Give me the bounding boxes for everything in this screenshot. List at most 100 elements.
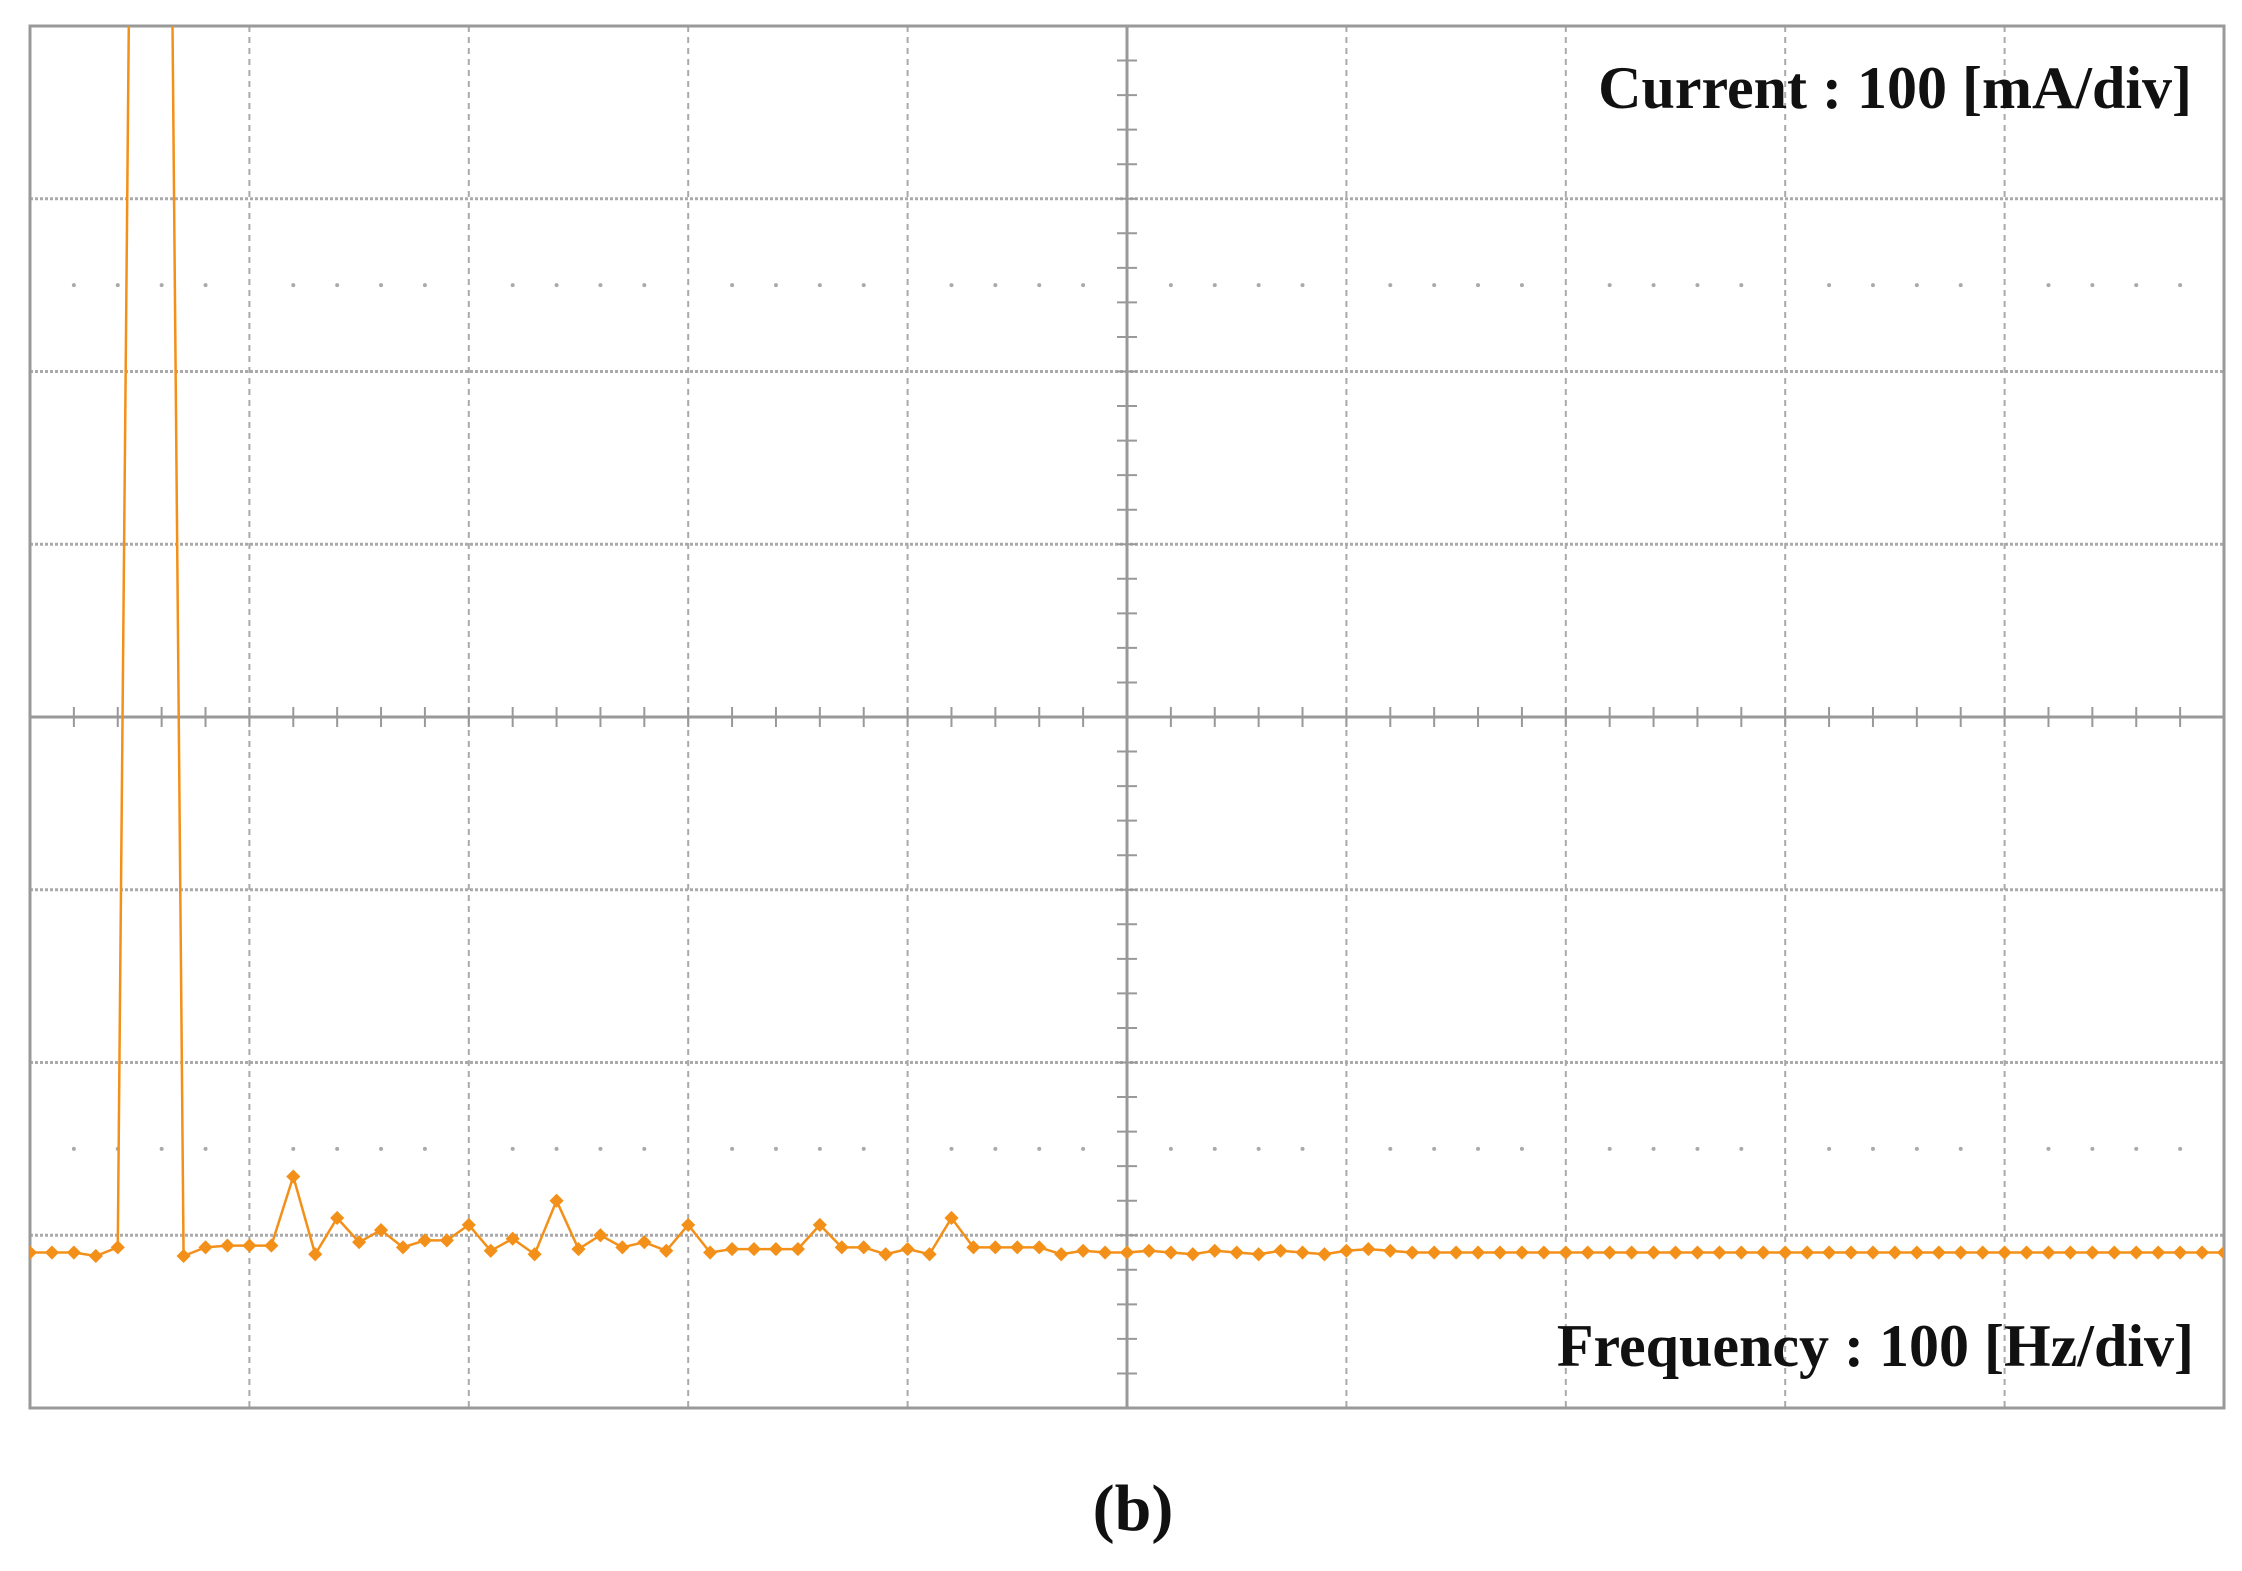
trace-marker xyxy=(1602,1245,1617,1260)
minor-dot xyxy=(1607,1146,1612,1151)
caption: (b) xyxy=(1093,1472,1174,1545)
trace-marker xyxy=(1997,1245,2012,1260)
minor-dot xyxy=(2046,1146,2051,1151)
trace-marker xyxy=(1514,1245,1529,1260)
trace-marker xyxy=(1734,1245,1749,1260)
trace-marker xyxy=(1756,1245,1771,1260)
minor-dot xyxy=(335,1146,340,1151)
trace-marker xyxy=(1141,1243,1157,1258)
trace-marker xyxy=(1076,1243,1091,1258)
minor-dot xyxy=(422,283,427,288)
minor-dot xyxy=(1958,283,1963,288)
trace-marker xyxy=(110,1240,125,1255)
trace-marker xyxy=(1975,1245,1990,1260)
trace-marker xyxy=(856,1240,871,1255)
minor-dot xyxy=(2090,1146,2095,1151)
plot-frame xyxy=(28,24,2226,1410)
minor-dot xyxy=(510,283,515,288)
minor-dot xyxy=(1212,283,1217,288)
trace-marker xyxy=(1054,1247,1069,1262)
minor-dot xyxy=(1827,1146,1832,1151)
trace-marker xyxy=(1865,1245,1881,1260)
trace-marker xyxy=(1712,1245,1727,1260)
minor-dot xyxy=(2178,1146,2183,1151)
trace-marker xyxy=(1317,1247,1332,1262)
minor-dot xyxy=(1519,1146,1524,1151)
minor-dot xyxy=(773,1146,778,1151)
minor-dot xyxy=(1739,1146,1744,1151)
trace-marker xyxy=(1295,1245,1310,1260)
trace-marker xyxy=(966,1240,981,1255)
minor-dot xyxy=(773,283,778,288)
minor-dot xyxy=(115,283,120,288)
minor-dot xyxy=(1300,283,1305,288)
minor-dot xyxy=(949,283,954,288)
minor-dot xyxy=(1651,283,1656,288)
trace-marker xyxy=(1229,1245,1244,1260)
minor-dot xyxy=(2134,283,2139,288)
trace-marker xyxy=(30,1245,38,1260)
trace-marker xyxy=(1207,1243,1222,1258)
minor-dot xyxy=(949,1146,954,1151)
trace-marker xyxy=(1010,1240,1025,1255)
trace-marker xyxy=(812,1217,827,1232)
minor-dot xyxy=(291,1146,296,1151)
trace-marker xyxy=(2019,1245,2034,1260)
minor-dot xyxy=(71,283,76,288)
trace-marker xyxy=(922,1247,937,1262)
minor-dot xyxy=(203,283,208,288)
trace-marker xyxy=(373,1222,389,1238)
trace-marker xyxy=(1690,1245,1705,1260)
minor-dot xyxy=(993,1146,998,1151)
minor-dot xyxy=(159,283,164,288)
trace-marker xyxy=(1163,1245,1178,1260)
trace-marker xyxy=(2216,1245,2224,1260)
trace-marker xyxy=(264,1238,279,1253)
trace-marker xyxy=(1251,1247,1266,1262)
minor-dot xyxy=(554,283,559,288)
trace-marker xyxy=(900,1241,915,1257)
trace-marker xyxy=(527,1247,542,1262)
trace-marker xyxy=(768,1241,784,1257)
minor-dot xyxy=(71,1146,76,1151)
minor-dot xyxy=(1168,1146,1173,1151)
trace-marker xyxy=(1668,1245,1683,1260)
trace-marker xyxy=(1339,1243,1354,1258)
trace-marker xyxy=(176,1248,191,1264)
minor-dot xyxy=(1388,1146,1393,1151)
minor-dot xyxy=(2178,283,2183,288)
trace-marker xyxy=(1361,1241,1376,1257)
trace-marker xyxy=(725,1241,740,1257)
minor-dot xyxy=(335,283,340,288)
trace-marker xyxy=(1449,1245,1464,1260)
trace-marker xyxy=(944,1210,959,1226)
trace-marker xyxy=(878,1247,893,1262)
minor-dot xyxy=(861,283,866,288)
minor-dot xyxy=(1212,1146,1217,1151)
trace-marker xyxy=(681,1217,696,1232)
minor-dot xyxy=(1695,283,1700,288)
trace-marker xyxy=(66,1245,81,1260)
trace-marker xyxy=(1492,1245,1508,1260)
minor-dot xyxy=(379,283,384,288)
minor-dot xyxy=(1476,283,1481,288)
trace-marker xyxy=(1273,1243,1288,1258)
trace-marker xyxy=(44,1245,60,1260)
minor-dot xyxy=(1388,283,1393,288)
minor-dot xyxy=(1827,283,1832,288)
trace-marker xyxy=(1778,1245,1793,1260)
minor-dot xyxy=(422,1146,427,1151)
frequency-scale: Frequency : 100 [Hz/div] xyxy=(1557,1313,2194,1379)
trace-marker xyxy=(2151,1245,2166,1260)
minor-dot xyxy=(1739,283,1744,288)
minor-dot xyxy=(1519,283,1524,288)
minor-dot xyxy=(1651,1146,1656,1151)
minor-dot xyxy=(1914,283,1919,288)
trace-marker xyxy=(88,1248,103,1264)
trace-marker xyxy=(571,1241,586,1257)
minor-dot xyxy=(1432,1146,1437,1151)
minor-dot xyxy=(1256,283,1261,288)
minor-dot xyxy=(1958,1146,1963,1151)
trace-marker xyxy=(439,1233,454,1248)
